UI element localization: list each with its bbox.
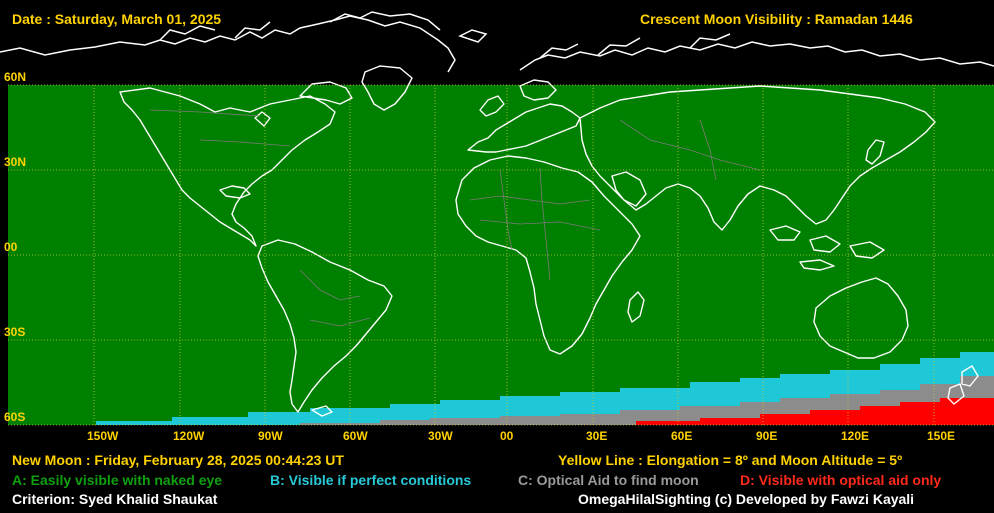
longitude-label: 30W [428,429,453,443]
legend-zone-c: C: Optical Aid to find moon [518,472,699,488]
continent-coastlines [119,65,979,417]
criterion-label: Criterion: Syed Khalid Shaukat [12,491,218,507]
longitude-label: 60E [671,429,692,443]
longitude-label: 30E [586,429,607,443]
longitude-label: 120E [841,429,869,443]
new-moon-label: New Moon : Friday, February 28, 2025 00:… [12,452,344,468]
longitude-label: 60W [343,429,368,443]
longitude-labels: 150W 120W 90W 60W 30W 00 30E 60E 90E 120E 150E [87,429,955,443]
longitude-label: 120W [173,429,205,443]
longitude-label: 150W [87,429,119,443]
latitude-labels: 60N 30N 00 30S 60S [4,70,26,424]
map-title: Crescent Moon Visibility : Ramadan 1446 [640,11,913,27]
latitude-label: 30S [4,325,25,339]
longitude-label: 150E [927,429,955,443]
credit-label: OmegaHilalSighting (c) Developed by Fawz… [578,491,915,507]
latitude-label: 60N [4,70,26,84]
country-borders [149,109,761,327]
latitude-label: 00 [4,240,18,254]
legend-zone-a: A: Easily visible with naked eye [12,472,223,488]
arctic-coastlines [0,11,994,73]
date-label: Date : Saturday, March 01, 2025 [12,11,222,27]
visibility-zones [96,344,994,425]
legend-zone-b: B: Visible if perfect conditions [270,472,472,488]
latitude-label: 30N [4,155,26,169]
longitude-label: 90E [756,429,777,443]
graticule [8,84,994,426]
longitude-label: 00 [500,429,514,443]
longitude-label: 90W [258,429,283,443]
zone-d-area [636,394,994,425]
legend-zone-d: D: Visible with optical aid only [740,472,942,488]
latitude-label: 60S [4,410,25,424]
yellow-line-note: Yellow Line : Elongation = 8º and Moon A… [558,452,903,468]
